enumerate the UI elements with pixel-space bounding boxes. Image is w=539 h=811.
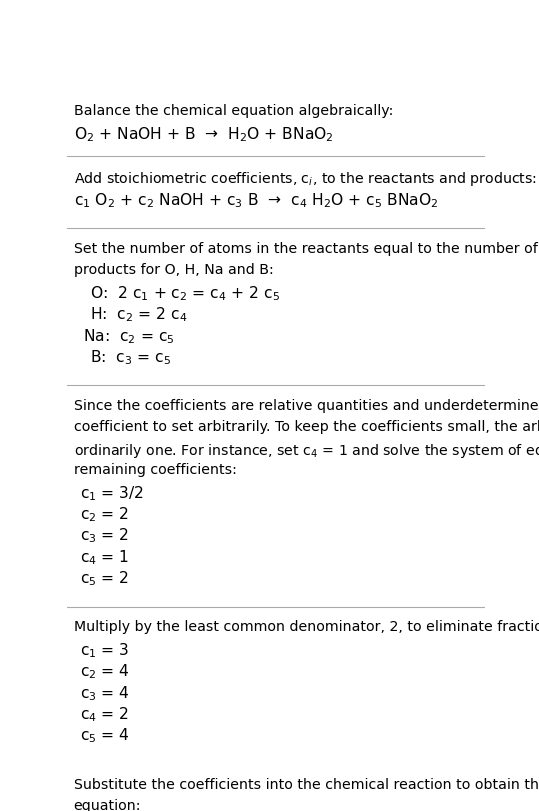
Text: c$_{1}$ = 3/2: c$_{1}$ = 3/2 [80, 483, 143, 502]
Text: Set the number of atoms in the reactants equal to the number of atoms in the: Set the number of atoms in the reactants… [74, 242, 539, 255]
Text: c$_{2}$ = 4: c$_{2}$ = 4 [80, 662, 130, 680]
Text: Add stoichiometric coefficients, c$_{i}$, to the reactants and products:: Add stoichiometric coefficients, c$_{i}$… [74, 169, 537, 187]
Text: c$_{2}$ = 2: c$_{2}$ = 2 [80, 505, 129, 524]
Text: Multiply by the least common denominator, 2, to eliminate fractional coefficient: Multiply by the least common denominator… [74, 620, 539, 633]
Text: H:  c$_{2}$ = 2 c$_{4}$: H: c$_{2}$ = 2 c$_{4}$ [91, 305, 188, 324]
Text: coefficient to set arbitrarily. To keep the coefficients small, the arbitrary va: coefficient to set arbitrarily. To keep … [74, 420, 539, 434]
Text: c$_{3}$ = 2: c$_{3}$ = 2 [80, 526, 129, 545]
Text: remaining coefficients:: remaining coefficients: [74, 462, 237, 476]
Text: c$_{1}$ O$_{2}$ + c$_{2}$ NaOH + c$_{3}$ B  →  c$_{4}$ H$_{2}$O + c$_{5}$ BNaO$_: c$_{1}$ O$_{2}$ + c$_{2}$ NaOH + c$_{3}$… [74, 191, 438, 209]
Text: c$_{4}$ = 1: c$_{4}$ = 1 [80, 547, 129, 566]
Text: Substitute the coefficients into the chemical reaction to obtain the balanced: Substitute the coefficients into the che… [74, 777, 539, 791]
Text: products for O, H, Na and B:: products for O, H, Na and B: [74, 263, 273, 277]
Text: c$_{4}$ = 2: c$_{4}$ = 2 [80, 705, 129, 723]
Text: c$_{5}$ = 2: c$_{5}$ = 2 [80, 569, 129, 587]
Text: c$_{3}$ = 4: c$_{3}$ = 4 [80, 683, 130, 702]
Text: Since the coefficients are relative quantities and underdetermined, choose a: Since the coefficients are relative quan… [74, 399, 539, 413]
Text: ordinarily one. For instance, set c$_{4}$ = 1 and solve the system of equations : ordinarily one. For instance, set c$_{4}… [74, 441, 539, 459]
Text: Na:  c$_{2}$ = c$_{5}$: Na: c$_{2}$ = c$_{5}$ [83, 327, 175, 345]
Text: c$_{1}$ = 3: c$_{1}$ = 3 [80, 641, 129, 659]
Text: O:  2 c$_{1}$ + c$_{2}$ = c$_{4}$ + 2 c$_{5}$: O: 2 c$_{1}$ + c$_{2}$ = c$_{4}$ + 2 c$_… [91, 284, 280, 303]
Text: B:  c$_{3}$ = c$_{5}$: B: c$_{3}$ = c$_{5}$ [91, 348, 171, 367]
Text: c$_{5}$ = 4: c$_{5}$ = 4 [80, 726, 130, 744]
Text: O$_{2}$ + NaOH + B  →  H$_{2}$O + BNaO$_{2}$: O$_{2}$ + NaOH + B → H$_{2}$O + BNaO$_{2… [74, 125, 334, 144]
Text: equation:: equation: [74, 798, 141, 811]
Text: Balance the chemical equation algebraically:: Balance the chemical equation algebraica… [74, 104, 393, 118]
